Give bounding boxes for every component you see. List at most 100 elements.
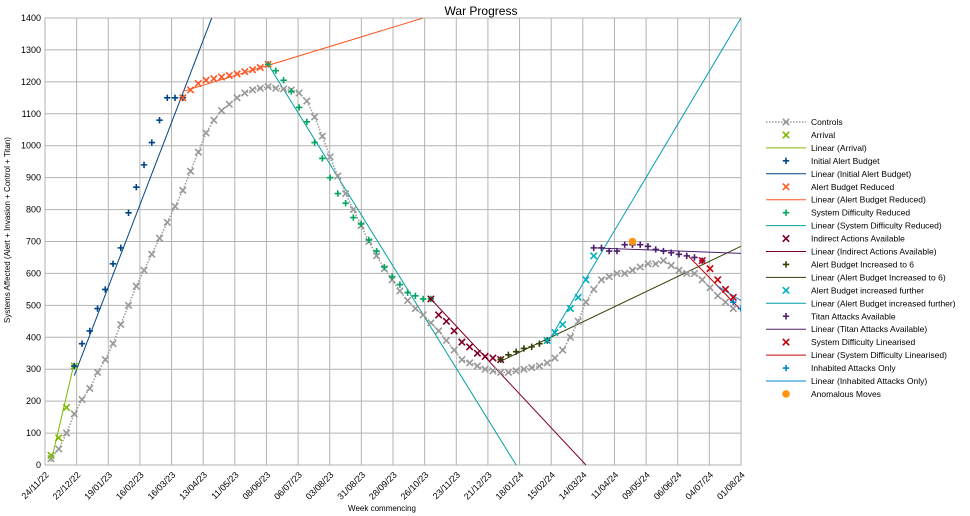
- series-anomalous-moves: [628, 237, 637, 246]
- data-point-plus: [102, 286, 109, 293]
- data-point-x: [520, 365, 528, 373]
- data-point-x: [782, 118, 790, 126]
- data-point-x: [179, 186, 187, 195]
- x-tick-label: 04/07/24: [683, 470, 715, 502]
- data-point-plus: [86, 327, 93, 335]
- data-point-plus: [272, 67, 280, 74]
- x-tick-label: 22/12/22: [51, 470, 83, 502]
- y-tick-label: 0: [36, 460, 41, 470]
- data-point-x: [782, 286, 790, 295]
- legend-item: Linear (Inhabited Attacks Only): [766, 376, 927, 386]
- data-point-x: [690, 269, 699, 278]
- data-point-x: [179, 94, 187, 102]
- legend-item: Linear (Alert Budget Increased to 6): [766, 272, 946, 282]
- data-point-x: [442, 336, 451, 345]
- series-alert-budget-reduced: [179, 60, 272, 102]
- data-point-x: [651, 260, 660, 268]
- data-point-x: [628, 266, 637, 275]
- data-point-plus: [730, 298, 737, 306]
- data-point-plus: [644, 243, 652, 250]
- legend-label: Linear (Alert Budget Reduced): [811, 195, 926, 205]
- data-point-plus: [164, 94, 171, 102]
- data-point-x: [706, 264, 714, 273]
- legend-item: Arrival: [782, 130, 835, 140]
- data-point-x: [225, 71, 234, 80]
- data-point-x: [54, 445, 63, 453]
- data-point-plus: [621, 241, 628, 248]
- data-point-plus: [303, 118, 311, 125]
- data-point-x: [558, 320, 567, 329]
- x-tick-label: 23/11/23: [431, 470, 462, 501]
- data-point-plus: [373, 247, 380, 255]
- legend-item: Initial Alert Budget: [782, 156, 880, 166]
- data-point-x: [117, 320, 125, 329]
- data-point-x: [713, 292, 722, 300]
- data-point-plus: [295, 104, 303, 111]
- data-point-x: [574, 293, 582, 302]
- data-point-plus: [71, 362, 78, 370]
- data-point-x: [132, 282, 141, 290]
- y-tick-label: 300: [26, 364, 41, 374]
- legend-label: Linear (Inhabited Attacks Only): [811, 376, 927, 386]
- data-point-plus: [782, 364, 790, 372]
- x-tick-label: 13/04/23: [177, 470, 209, 502]
- data-point-x: [698, 276, 707, 284]
- series-system-difficulty-linearised: [698, 256, 738, 302]
- x-tick-label: 03/08/23: [304, 470, 336, 502]
- data-point-x: [47, 451, 55, 460]
- data-point-x: [473, 349, 482, 358]
- data-point-plus: [782, 313, 790, 320]
- legend-item: Linear (System Difficulty Linearised): [766, 350, 947, 360]
- legend-item: Linear (Alert Budget increased further): [766, 298, 956, 308]
- data-point-plus: [528, 343, 535, 351]
- x-tick-label: 15/02/24: [525, 470, 557, 502]
- data-point-x: [582, 298, 590, 306]
- data-point-plus: [171, 94, 179, 102]
- data-point-dot: [628, 237, 637, 246]
- data-point-plus: [520, 345, 528, 352]
- data-point-x: [70, 410, 79, 418]
- data-point-plus: [606, 247, 613, 255]
- data-point-x: [349, 205, 358, 214]
- y-tick-label: 800: [26, 205, 41, 215]
- data-point-plus: [148, 139, 155, 146]
- data-point-x: [326, 153, 334, 161]
- data-point-x: [427, 319, 435, 327]
- data-point-plus: [357, 220, 365, 228]
- x-tick-label: 21/12/23: [462, 470, 494, 502]
- data-point-plus: [288, 88, 295, 95]
- legend-item: Alert Budget increased further: [782, 285, 924, 295]
- data-point-x: [411, 304, 420, 313]
- legend-item: Linear (System Difficulty Reduced): [766, 221, 942, 231]
- data-point-x: [163, 218, 172, 227]
- legend-label: Linear (System Difficulty Reduced): [811, 221, 942, 231]
- legend-label: Anomalous Moves: [811, 389, 881, 399]
- data-point-x: [101, 355, 110, 364]
- data-point-x: [558, 346, 567, 354]
- data-point-x: [574, 317, 582, 326]
- data-point-plus: [326, 174, 334, 181]
- trendline: [267, 64, 517, 465]
- legend-item: Linear (Initial Alert Budget): [766, 169, 911, 179]
- x-axis-label: Week commencing: [348, 504, 416, 513]
- data-point-x: [636, 263, 644, 271]
- data-series: [47, 60, 741, 463]
- data-point-plus: [668, 249, 675, 256]
- data-point-x: [295, 89, 303, 97]
- legend-item: Controls: [766, 117, 843, 127]
- data-point-plus: [652, 246, 659, 253]
- data-point-x: [458, 355, 466, 364]
- data-point-x: [450, 327, 458, 335]
- data-point-x: [698, 256, 707, 265]
- x-tick-label: 09/05/24: [620, 470, 652, 502]
- y-tick-label: 700: [26, 237, 41, 247]
- data-point-x: [194, 148, 203, 156]
- legend: Controls Arrival Linear (Arrival) Initial A…: [766, 117, 956, 399]
- data-point-x: [706, 284, 714, 292]
- data-point-x: [682, 269, 691, 278]
- data-point-x: [225, 100, 234, 108]
- data-point-x: [473, 362, 482, 370]
- data-point-x: [667, 261, 675, 270]
- data-point-x: [372, 252, 381, 260]
- x-tick-label: 08/06/23: [240, 470, 272, 502]
